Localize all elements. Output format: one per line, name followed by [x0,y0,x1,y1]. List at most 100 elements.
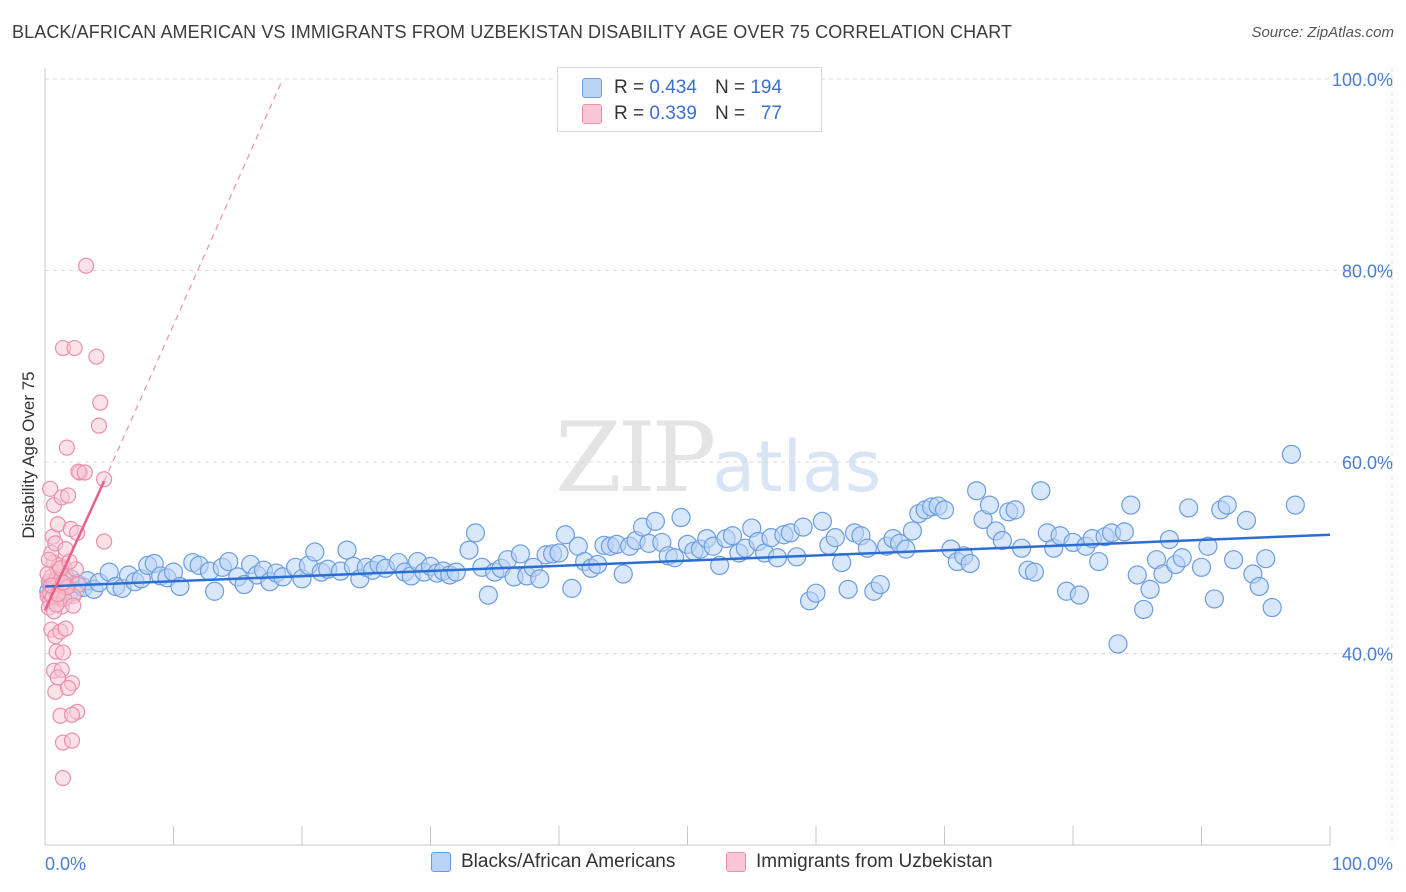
data-point-blacks [1159,529,1179,550]
data-point-blacks [510,544,531,564]
data-point-blacks [613,564,633,584]
correlation-legend: R = 0.434 N = 194 R = 0.339 N = 77 [557,67,822,132]
data-point-uzbekistan [42,480,59,497]
data-point-blacks [1198,536,1218,556]
data-point-blacks [1249,576,1269,597]
data-point-blacks [219,551,239,572]
series-blacks-points [39,444,1305,654]
data-point-blacks [902,521,922,541]
trend-line-uzbekistan-extension [103,78,284,482]
data-point-blacks [305,542,325,562]
data-point-blacks [710,555,730,576]
y-tick-label: 80.0% [1342,262,1393,282]
data-point-blacks [1262,597,1282,618]
data-point-blacks [812,511,833,531]
trend-line-blacks [44,533,1331,588]
data-point-uzbekistan [63,706,81,723]
legend-n-value: 77 [760,103,783,124]
data-point-blacks [205,581,225,601]
data-point-blacks [459,540,479,560]
legend-r-value: 0.434 [649,77,697,98]
data-point-blacks [1204,589,1224,609]
bottom-legend-label-blacks: Blacks/African Americans [461,851,676,872]
legend-swatch-pink [582,104,602,124]
legend-row-uzbekistan: R = 0.339 N = 77 [582,102,782,126]
data-point-blacks [1285,495,1305,515]
data-point-blacks [555,525,576,545]
data-point-blacks [793,517,813,537]
y-axis-label: Disability Age Over 75 [19,371,38,538]
y-tick-label: 100.0% [1332,70,1393,90]
data-point-uzbekistan [54,769,72,787]
data-point-uzbekistan [78,257,95,274]
data-point-blacks [934,500,955,520]
data-point-blacks [1191,557,1212,577]
trend-line-uzbekistan [43,480,106,611]
data-point-uzbekistan [88,348,105,365]
y-tick-label: 60.0% [1342,453,1393,473]
data-point-blacks [665,548,685,568]
data-point-blacks [1256,549,1276,569]
bottom-legend-uzbekistan: Immigrants from Uzbekistan [726,851,993,873]
series-uzbekistan-points [39,257,113,787]
data-point-blacks [1121,495,1141,515]
data-point-blacks [1224,550,1244,570]
legend-r-label: R = [614,77,645,98]
data-point-blacks [1172,548,1192,568]
data-point-blacks [1134,599,1154,620]
legend-r-value: 0.339 [649,103,697,124]
data-point-uzbekistan [92,394,109,411]
data-point-blacks [1236,510,1257,531]
data-point-blacks [1108,634,1128,654]
bottom-legend-swatch-pink [726,852,746,872]
y-tick-label: 40.0% [1342,645,1393,665]
legend-n-label: N = [714,103,746,124]
data-point-uzbekistan [90,417,108,434]
data-point-blacks [1024,562,1045,582]
data-point-uzbekistan [58,439,75,456]
data-point-uzbekistan [54,644,72,661]
data-point-blacks [465,523,486,543]
watermark-zip: ZIP [555,402,716,514]
data-point-uzbekistan [57,620,74,637]
data-point-blacks [1217,495,1237,515]
legend-r-label: R = [614,103,645,124]
data-point-blacks [825,528,845,548]
data-point-blacks [967,481,987,501]
data-point-blacks [1179,498,1199,518]
data-point-uzbekistan [76,464,93,481]
bottom-legend-label-uzbekistan: Immigrants from Uzbekistan [756,851,993,872]
data-point-blacks [960,553,980,574]
data-point-blacks [1127,565,1147,585]
data-point-blacks [870,574,890,595]
watermark: ZIPatlas [555,402,881,514]
data-point-blacks [234,574,254,595]
data-point-blacks [896,539,916,559]
x-tick-label-max: 100.0% [1332,854,1393,874]
trend-lines-dashed [103,78,284,482]
data-point-blacks [806,583,826,603]
data-point-blacks [722,526,743,546]
data-point-blacks [1153,564,1173,584]
data-point-uzbekistan [63,732,81,749]
data-point-blacks [1069,585,1090,605]
data-point-blacks [979,495,1000,515]
data-point-uzbekistan [60,679,77,697]
data-point-blacks [1140,579,1160,599]
grid-lines [45,68,1393,845]
bottom-legend-blacks: Blacks/African Americans [431,851,675,873]
legend-n-value: 194 [750,77,783,98]
data-point-blacks [832,552,852,573]
legend-n-label: N = [714,77,746,98]
source-label: Source: ZipAtlas.com [1251,24,1394,41]
data-point-blacks [562,578,582,598]
legend-swatch-blue [582,78,602,98]
data-point-blacks [1031,481,1051,501]
data-point-blacks [446,562,466,582]
data-point-blacks [838,579,858,599]
tick-labels: 40.0% 60.0% 80.0% 100.0% 0.0% 100.0% [45,70,1393,874]
data-point-blacks [549,543,569,563]
bottom-legend-swatch-blue [431,852,451,872]
watermark-atlas: atlas [712,426,882,508]
